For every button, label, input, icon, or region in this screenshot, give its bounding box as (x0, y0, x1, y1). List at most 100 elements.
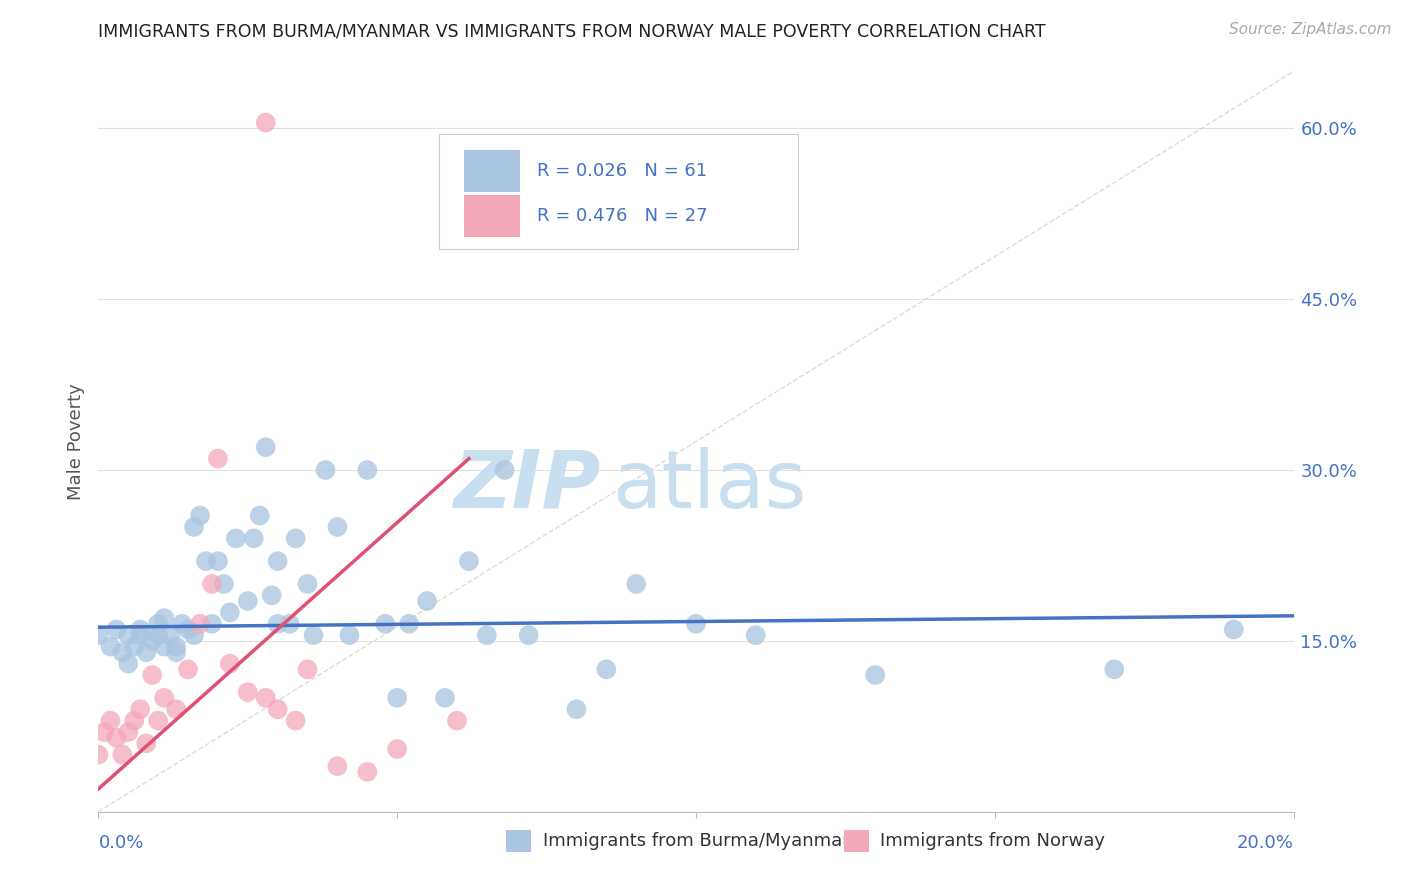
Point (87, 628, 110, 642)
Point (260, 588, 283, 602)
Point (153, 640, 176, 654)
Point (458, 554, 481, 568)
Point (177, 662, 200, 676)
Point (284, 714, 307, 728)
Text: 20.0%: 20.0% (1237, 834, 1294, 852)
Point (865, 668, 887, 682)
Point (685, 616, 707, 631)
Text: R = 0.476   N = 27: R = 0.476 N = 27 (537, 207, 707, 225)
Point (219, 606, 242, 620)
Point (148, 628, 170, 642)
Text: ZIP: ZIP (453, 447, 600, 525)
Point (117, 628, 139, 642)
Point (284, 532, 307, 546)
Text: atlas: atlas (613, 447, 807, 525)
Point (434, 690, 457, 705)
Point (494, 463, 516, 477)
Point (326, 759, 349, 773)
Point (165, 645, 187, 659)
Point (297, 662, 319, 676)
FancyBboxPatch shape (439, 135, 797, 249)
Point (117, 725, 139, 739)
Point (177, 623, 200, 637)
Point (385, 690, 409, 705)
Point (111, 645, 134, 659)
Point (207, 451, 229, 466)
Point (183, 520, 205, 534)
Point (236, 594, 259, 608)
Point (416, 594, 439, 608)
Point (475, 628, 498, 642)
Point (153, 690, 176, 705)
Point (159, 628, 181, 642)
Point (124, 640, 146, 654)
Point (148, 616, 170, 631)
Point (595, 662, 617, 676)
FancyBboxPatch shape (464, 150, 520, 193)
Point (153, 611, 176, 625)
Point (129, 623, 152, 637)
Point (326, 520, 349, 534)
Point (315, 463, 337, 477)
Point (356, 463, 378, 477)
Point (111, 747, 134, 762)
Point (141, 668, 163, 682)
Point (183, 628, 205, 642)
Point (385, 742, 409, 756)
Point (100, 640, 122, 654)
Point (219, 657, 242, 671)
Point (1104, 662, 1126, 676)
Point (565, 702, 588, 716)
Point (195, 554, 218, 568)
Point (626, 577, 648, 591)
Point (254, 115, 277, 129)
Point (129, 702, 152, 716)
Point (398, 616, 420, 631)
Point (141, 633, 163, 648)
Point (165, 640, 187, 654)
Point (446, 714, 468, 728)
Point (124, 714, 146, 728)
Text: Immigrants from Burma/Myanmar: Immigrants from Burma/Myanmar (543, 831, 849, 850)
Text: R = 0.026   N = 61: R = 0.026 N = 61 (537, 162, 707, 180)
Point (339, 628, 360, 642)
Text: Source: ZipAtlas.com: Source: ZipAtlas.com (1229, 22, 1392, 37)
Point (267, 554, 290, 568)
Point (236, 685, 259, 699)
Point (129, 628, 152, 642)
Point (201, 616, 224, 631)
Point (212, 577, 235, 591)
Point (105, 731, 128, 745)
Point (254, 440, 277, 454)
Point (267, 702, 290, 716)
Point (135, 645, 157, 659)
Text: 0.0%: 0.0% (98, 834, 143, 852)
Point (207, 554, 229, 568)
Point (254, 690, 277, 705)
Point (267, 616, 290, 631)
Point (93, 725, 115, 739)
Point (135, 736, 157, 750)
Point (356, 764, 378, 779)
Point (1223, 623, 1246, 637)
Point (100, 714, 122, 728)
Y-axis label: Male Poverty: Male Poverty (67, 384, 86, 500)
FancyBboxPatch shape (464, 194, 520, 237)
Text: Immigrants from Norway: Immigrants from Norway (880, 831, 1105, 850)
Text: IMMIGRANTS FROM BURMA/MYANMAR VS IMMIGRANTS FROM NORWAY MALE POVERTY CORRELATION: IMMIGRANTS FROM BURMA/MYANMAR VS IMMIGRA… (98, 22, 1046, 40)
Point (374, 616, 396, 631)
Point (745, 628, 768, 642)
Point (297, 577, 319, 591)
Point (517, 628, 540, 642)
Point (225, 532, 247, 546)
Point (243, 532, 266, 546)
Point (278, 616, 301, 631)
Point (188, 616, 211, 631)
Point (117, 657, 139, 671)
Point (165, 702, 187, 716)
Point (172, 616, 194, 631)
Point (302, 628, 325, 642)
Point (201, 577, 224, 591)
Point (105, 623, 128, 637)
Point (148, 714, 170, 728)
